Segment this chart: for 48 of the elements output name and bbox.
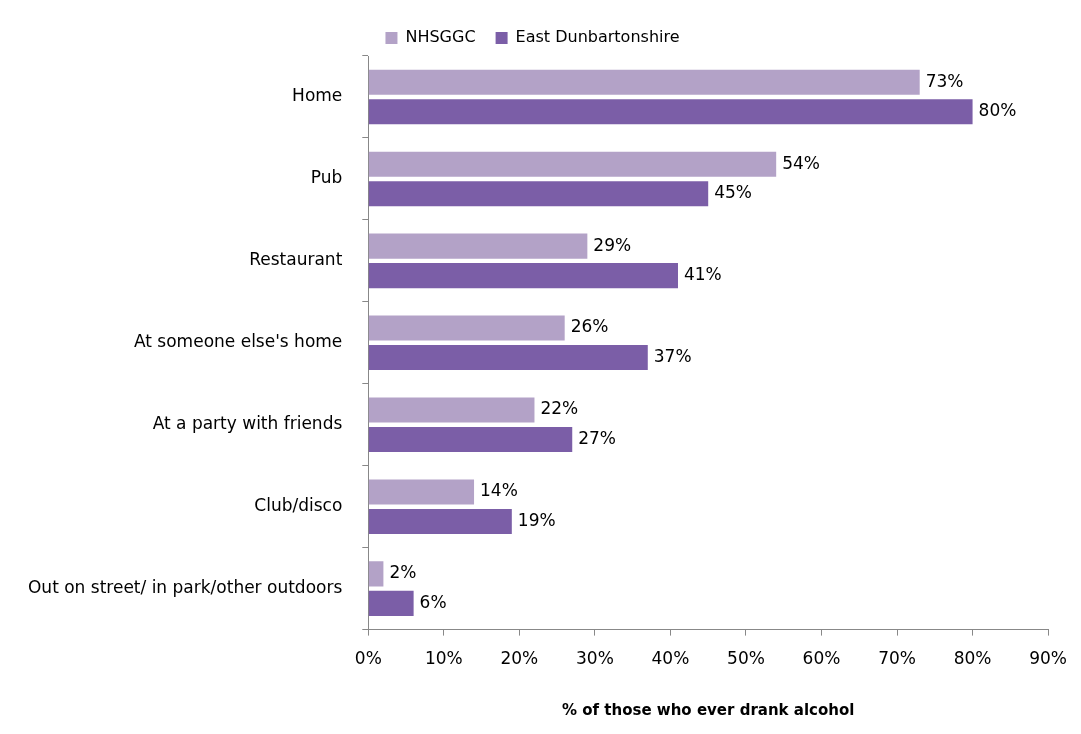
y-tick-label: Home (292, 85, 343, 106)
y-tick-label: Pub (310, 167, 343, 188)
data-label: 41% (683, 264, 722, 285)
y-tick-label: Out on street/ in park/other outdoors (27, 577, 343, 598)
bar (368, 479, 475, 505)
bar (368, 426, 573, 453)
data-label: 27% (578, 427, 617, 448)
data-label: 26% (570, 316, 609, 337)
x-tick-label: 90% (1029, 648, 1068, 669)
x-tick-label: 70% (878, 648, 916, 669)
bar (368, 99, 973, 125)
y-tick-label: At a party with friends (152, 413, 343, 434)
data-label: 45% (714, 182, 752, 203)
x-tick-label: 0% (354, 648, 382, 669)
data-label: 29% (593, 234, 632, 255)
data-label: 2% (389, 562, 417, 583)
legend-label: East Dunbartonshire (515, 27, 680, 47)
x-tick-label: 60% (802, 648, 841, 669)
y-tick-label: At someone else's home (133, 331, 343, 352)
y-tick-label: Restaurant (249, 249, 343, 270)
x-tick-label: 20% (500, 648, 539, 669)
bar (368, 151, 777, 177)
bar (368, 397, 535, 423)
x-tick-label: 40% (651, 648, 690, 669)
data-label: 6% (419, 591, 447, 612)
x-tick-label: 50% (727, 648, 765, 669)
data-label: 73% (925, 70, 964, 91)
bar (368, 69, 920, 95)
bar (368, 263, 678, 289)
data-label: 37% (653, 345, 692, 366)
y-tick-label: Club/disco (254, 495, 343, 516)
bar (368, 233, 588, 259)
data-label: 54% (782, 152, 820, 173)
bar (368, 590, 414, 616)
bar (368, 315, 565, 341)
data-label: 14% (480, 480, 518, 501)
legend-label: NHSGGC (405, 27, 476, 47)
data-label: 19% (517, 509, 556, 530)
x-tick-label: 30% (576, 648, 614, 669)
bar (368, 181, 709, 207)
bar (368, 561, 384, 587)
x-tick-label: 10% (424, 648, 463, 669)
data-label: 80% (978, 100, 1017, 121)
x-axis-title: % of those who ever drank alcohol (562, 700, 855, 719)
bar (368, 508, 512, 534)
bar (368, 345, 648, 371)
data-label: 22% (540, 398, 579, 419)
x-tick-label: 80% (953, 648, 992, 669)
